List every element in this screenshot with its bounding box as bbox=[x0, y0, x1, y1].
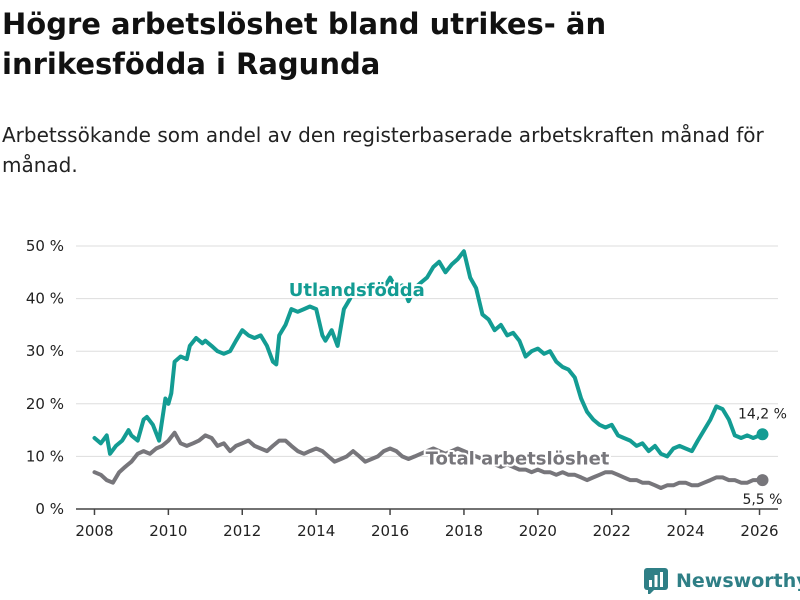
x-tick-label: 2024 bbox=[667, 522, 705, 540]
end-point-utlandsfodda bbox=[756, 428, 769, 441]
newsworthy-logo-icon bbox=[644, 568, 668, 594]
x-tick-label: 2008 bbox=[75, 522, 113, 540]
x-tick-label: 2010 bbox=[149, 522, 187, 540]
chart-subtitle: Arbetssökande som andel av den registerb… bbox=[2, 123, 764, 177]
x-tick-label: 2014 bbox=[297, 522, 335, 540]
series-label-utlandsfodda: Utlandsfödda bbox=[289, 280, 425, 301]
y-tick-label: 30 % bbox=[26, 342, 64, 360]
y-tick-label: 20 % bbox=[26, 395, 64, 413]
y-tick-label: 50 % bbox=[26, 237, 64, 255]
y-tick-label: 10 % bbox=[26, 447, 64, 465]
x-tick-label: 2026 bbox=[740, 522, 778, 540]
end-point-total-arbetsloshet bbox=[756, 474, 769, 487]
x-tick-label: 2016 bbox=[371, 522, 409, 540]
brand-name: Newsworthy bbox=[676, 570, 800, 592]
x-tick-label: 2020 bbox=[519, 522, 557, 540]
chart-title: Högre arbetslöshet bland utrikes- än inr… bbox=[2, 7, 607, 81]
x-tick-label: 2012 bbox=[223, 522, 261, 540]
series-line-total-arbetsloshet bbox=[92, 430, 765, 490]
x-tick-label: 2018 bbox=[445, 522, 483, 540]
series-line-utlandsfodda bbox=[92, 249, 765, 459]
x-tick-label: 2022 bbox=[593, 522, 631, 540]
series-label-total-arbetsloshet: Total arbetslöshet bbox=[426, 448, 610, 469]
end-label-total-arbetsloshet: 5,5 % bbox=[742, 492, 782, 508]
y-tick-label: 0 % bbox=[35, 500, 64, 518]
end-label-utlandsfodda: 14,2 % bbox=[738, 406, 787, 422]
newsworthy-brand: Newsworthy bbox=[644, 568, 800, 594]
y-tick-label: 40 % bbox=[26, 290, 64, 308]
